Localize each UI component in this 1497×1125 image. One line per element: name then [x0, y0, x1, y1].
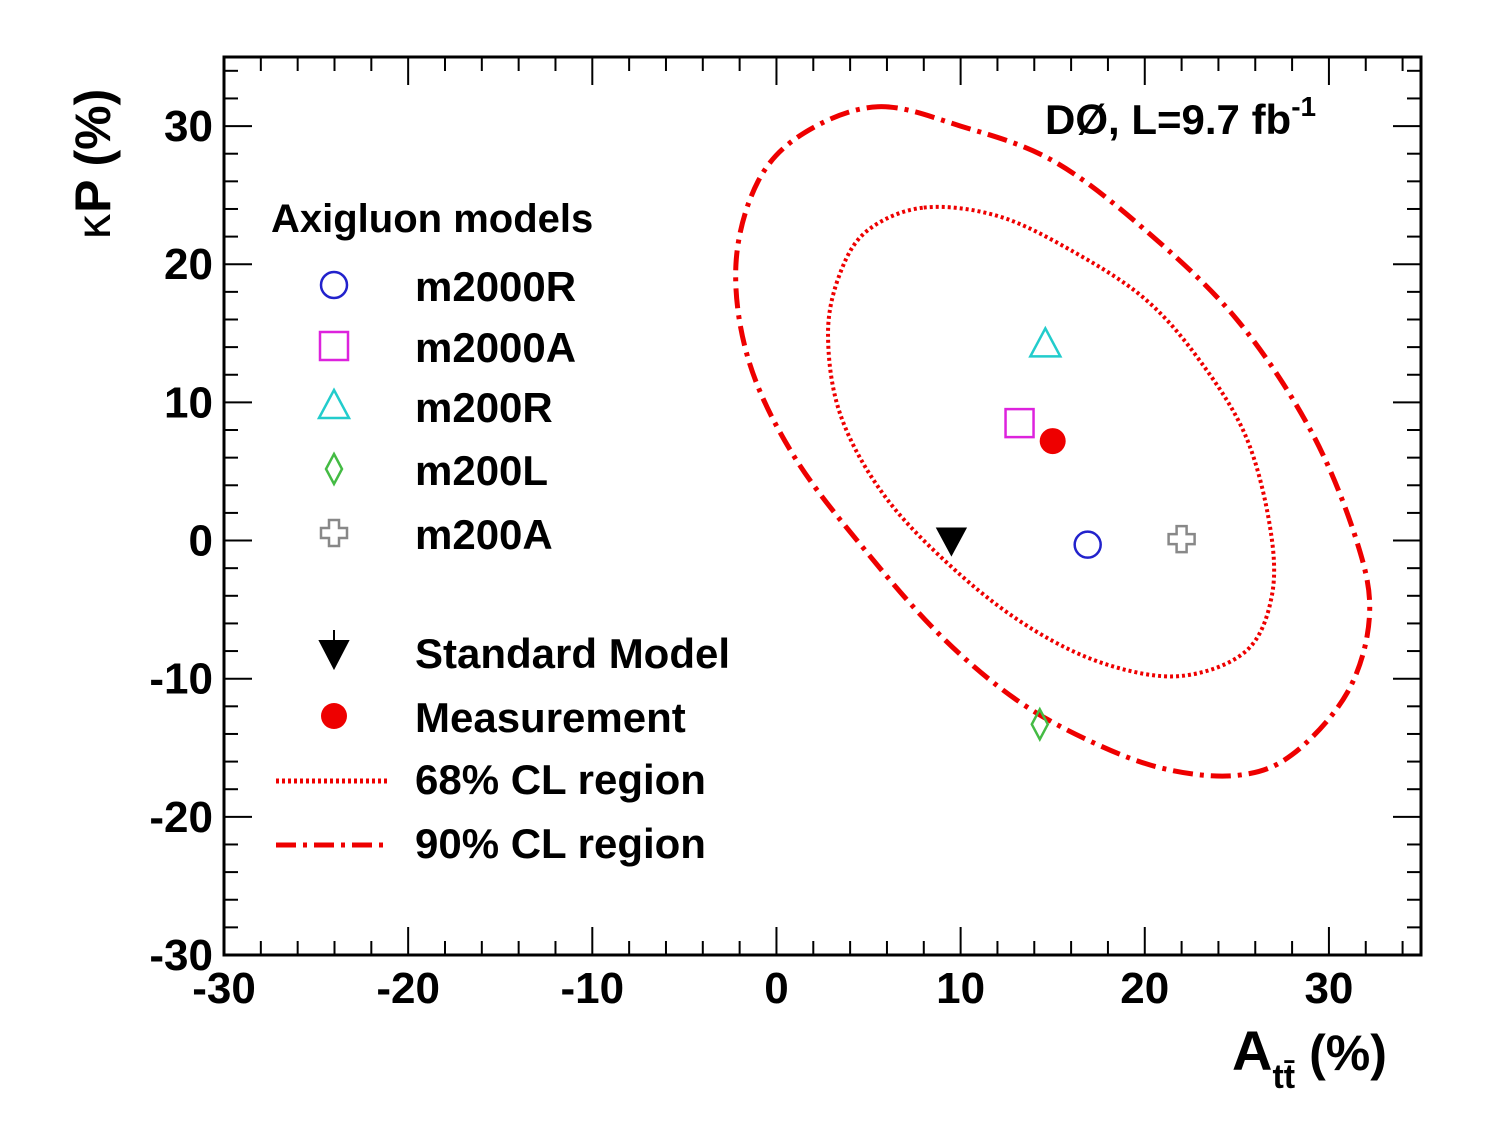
svg-text:κP (%): κP (%) [65, 89, 121, 240]
y-axis-title: κP (%) [65, 89, 121, 240]
y-tick-label: -10 [149, 655, 213, 704]
point-m200L [1030, 706, 1050, 742]
legend-marker-m200L [324, 451, 344, 487]
legend-90-label: 90% CL region [415, 820, 706, 867]
x-tick-label: 30 [1304, 964, 1353, 1013]
point-measurement [1039, 428, 1066, 455]
x-tick-label: -10 [561, 964, 625, 1013]
x-tick-label: 0 [764, 964, 788, 1013]
legend-label-m2000A: m2000A [415, 324, 576, 371]
legend-marker-m2000A [318, 330, 350, 362]
data-markers [935, 325, 1196, 742]
contour-90cl [733, 104, 1373, 779]
point-m2000R [1073, 530, 1102, 559]
contours [733, 104, 1373, 779]
y-tick-label: 10 [164, 378, 213, 427]
point-m2000A [1004, 407, 1035, 439]
y-tick-label: -20 [149, 793, 213, 842]
x-tick-label: 10 [936, 964, 985, 1013]
plot-frame [222, 55, 1423, 957]
y-tick-label: -30 [149, 931, 213, 980]
y-tick-label: 30 [164, 102, 213, 151]
legend-marker-m200A [319, 518, 349, 548]
x-tick-label: 20 [1120, 964, 1169, 1013]
legend-marker-m2000R [319, 270, 349, 300]
legend-sm-marker [318, 630, 350, 671]
legend-label-m200A: m200A [415, 511, 553, 558]
y-tick-label: 0 [189, 517, 213, 566]
x-axis-title: Att̄ (%) [1232, 1019, 1387, 1096]
point-m200R [1028, 325, 1063, 358]
legend: Axigluon models m2000R m2000A m200R m200L m2… [271, 197, 730, 867]
legend-sm-label: Standard Model [415, 630, 730, 677]
y-tick-label: 20 [164, 240, 213, 289]
legend-marker-m200R [316, 387, 352, 420]
legend-label-m200L: m200L [415, 447, 548, 494]
legend-label-m200R: m200R [415, 384, 553, 431]
legend-meas-marker [321, 703, 347, 729]
legend-68-label: 68% CL region [415, 756, 706, 803]
legend-label-m2000R: m2000R [415, 263, 576, 310]
legend-meas-label: Measurement [415, 694, 686, 741]
x-tick-label: -20 [376, 964, 440, 1013]
point-standard-model [935, 527, 968, 557]
x-tick-labels: -30 -20 -10 0 10 20 30 [192, 964, 1353, 1013]
x-tick-label: -30 [192, 964, 256, 1013]
point-m200A [1167, 524, 1196, 554]
y-tick-labels: -30 -20 -10 0 10 20 30 [149, 102, 213, 980]
legend-header: Axigluon models [271, 197, 593, 241]
experiment-label: DØ, L=9.7 fb-1 [1045, 91, 1316, 143]
